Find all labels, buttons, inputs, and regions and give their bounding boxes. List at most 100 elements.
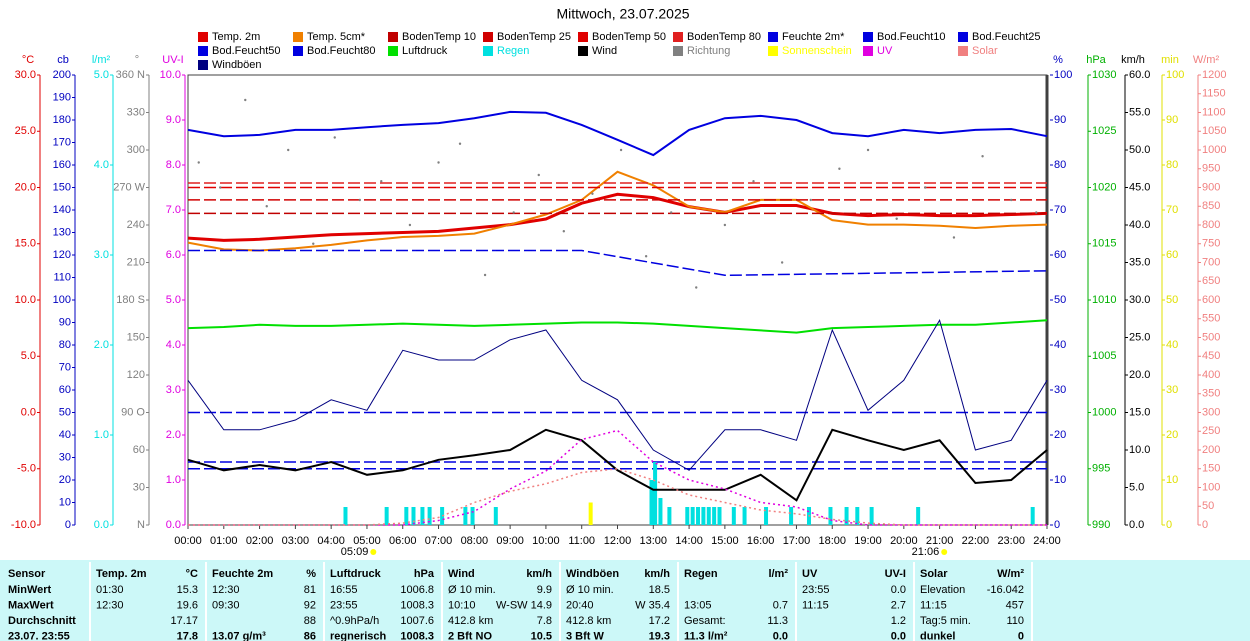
x-tick-label: 07:00 (425, 535, 453, 547)
x-tick-label: 22:00 (962, 535, 990, 547)
sun-marker (370, 549, 377, 555)
x-tick-label: 19:00 (854, 535, 882, 547)
table-cell: -16.042 (987, 584, 1024, 596)
table-cell: MaxWert (8, 599, 54, 611)
table-cell: 13.07 g/m³ (212, 630, 266, 641)
table-cell: 92 (304, 599, 316, 611)
bar (470, 507, 475, 525)
y-tick-label: 400 (1202, 369, 1220, 381)
y-tick-label: 1200 (1202, 69, 1226, 81)
dot (809, 198, 812, 202)
table-header: UV-I (885, 568, 906, 580)
y-tick-label: 850 (1202, 200, 1220, 212)
table-cell: 1008.3 (400, 630, 434, 641)
y-tick-label: 60 (1166, 249, 1178, 261)
legend-swatch (578, 32, 588, 42)
y-tick-label: 10.0 (15, 294, 36, 306)
x-tick-label: 12:00 (604, 535, 632, 547)
y-tick-label: 190 (53, 91, 71, 103)
dot (197, 161, 200, 164)
table-cell: 3 Bft W (566, 630, 605, 641)
table-header: Feuchte 2m (212, 568, 273, 580)
y-tick-label: 550 (1202, 313, 1220, 325)
x-tick-label: 20:00 (890, 535, 918, 547)
table-cell: 1.2 (891, 615, 906, 627)
table-cell: 16:55 (330, 584, 358, 596)
y-tick-label: 1010 (1092, 294, 1116, 306)
y-tick-label: 1015 (1092, 238, 1116, 250)
table-cell: Ø 10 min. (566, 584, 614, 596)
y-tick-label: 10 (1054, 474, 1066, 486)
table-cell: 1006.8 (400, 584, 434, 596)
legend-swatch (198, 46, 208, 56)
table-cell: 11:15 (802, 599, 829, 611)
dot (752, 180, 755, 183)
y-tick-label: 1150 (1202, 88, 1226, 100)
y-tick-label: 90 O (121, 406, 145, 418)
legend-label: BodenTemp 10 (402, 31, 476, 43)
y-tick-label: 100 (1054, 69, 1072, 81)
legend-label: Bod.Feucht80 (307, 45, 376, 57)
legend-label: Solar (972, 45, 998, 57)
series-line (187, 110, 1048, 157)
y-tick-label: 990 (1092, 519, 1110, 531)
legend-label: Feuchte 2m* (782, 31, 845, 43)
y-tick-label: -5.0 (17, 463, 36, 475)
x-tick-label: 09:00 (496, 535, 524, 547)
y-tick-label: 70 (1054, 204, 1066, 216)
dot (458, 142, 462, 145)
dot (924, 186, 927, 189)
table-header: Solar (920, 568, 948, 580)
table-cell: 0.0 (773, 630, 788, 641)
x-tick-label: 18:00 (818, 535, 846, 547)
y-tick-label: 800 (1202, 219, 1220, 231)
legend-swatch (673, 32, 683, 42)
y-tick-label: 0 (65, 519, 71, 531)
legend-label: Richtung (687, 45, 730, 57)
table-cell: 11.3 (767, 615, 788, 627)
table-cell: 1007.6 (400, 615, 434, 627)
annotation: 21:06 (912, 546, 940, 558)
dot (1010, 198, 1013, 202)
table-cell: 412.8 km (566, 615, 611, 627)
table-cell: 11:15 (920, 599, 947, 611)
y-tick-label: 5.0 (166, 294, 181, 306)
y-tick-label: 200 (1202, 444, 1220, 456)
legend-label: Regen (497, 45, 529, 57)
y-tick-label: 40 (59, 429, 71, 441)
y-tick-label: 1025 (1092, 125, 1116, 137)
y-tick-label: 60 (133, 444, 145, 456)
y-tick-label: 50 (1202, 500, 1214, 512)
table-cell: 0 (1018, 630, 1024, 641)
y-tick-label: 60.0 (1129, 69, 1150, 81)
axis-title: km/h (1121, 54, 1145, 66)
legend-label: Luftdruck (402, 45, 448, 57)
legend-label: Windböen (212, 59, 262, 71)
axis-title: l/m² (92, 54, 111, 66)
y-tick-label: 10.0 (1129, 444, 1150, 456)
table-header: l/m² (768, 568, 788, 580)
y-tick-label: 20.0 (1129, 369, 1150, 381)
y-tick-label: 10 (1166, 474, 1178, 486)
y-tick-label: 10.0 (160, 69, 181, 81)
y-tick-label: 700 (1202, 256, 1220, 268)
legend-swatch (863, 46, 873, 56)
y-tick-label: 150 (1202, 463, 1220, 475)
dot (838, 167, 841, 170)
x-tick-label: 13:00 (640, 535, 668, 547)
y-tick-label: 2.0 (166, 429, 181, 441)
table-cell: 2.7 (891, 599, 906, 611)
table-cell: 81 (304, 584, 316, 596)
y-tick-label: 20.0 (15, 181, 36, 193)
table-cell: 9.9 (537, 584, 552, 596)
x-tick-label: 24:00 (1033, 535, 1061, 547)
y-tick-label: 0.0 (21, 406, 36, 418)
bar (649, 480, 654, 525)
table-cell: Durchschnitt (8, 615, 76, 627)
table-cell: 1008.3 (400, 599, 434, 611)
plot-area (187, 74, 1048, 526)
y-tick-label: 0.0 (94, 519, 109, 531)
table-cell: dunkel (920, 630, 955, 641)
series-line (187, 319, 1048, 334)
series-line (188, 468, 1047, 526)
